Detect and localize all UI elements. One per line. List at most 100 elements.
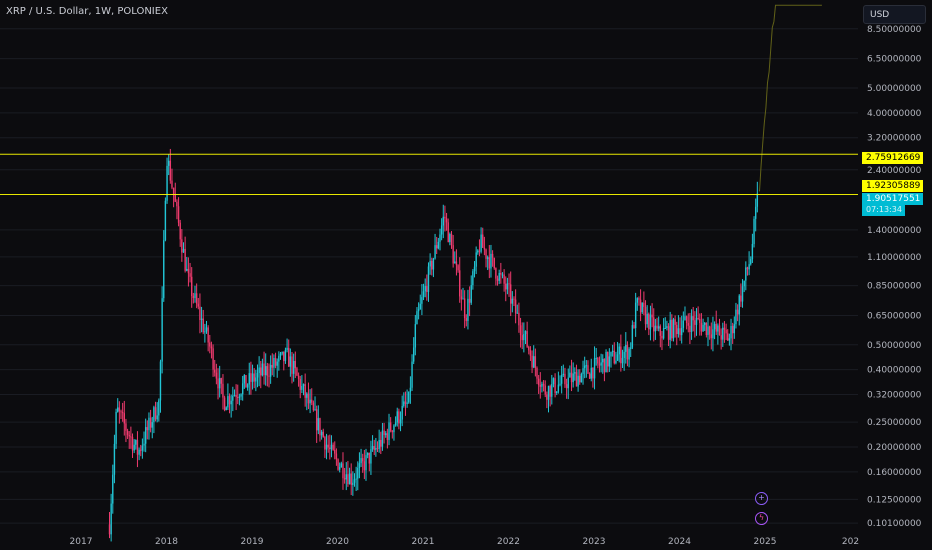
candle-body <box>394 422 397 426</box>
candle-body <box>634 302 637 329</box>
candle-body <box>506 283 509 290</box>
candle-body <box>140 449 142 451</box>
candle-body <box>488 257 491 269</box>
candle-body <box>177 206 180 223</box>
candle-body <box>306 393 308 398</box>
candle-body <box>625 344 627 352</box>
candle-body <box>503 274 505 284</box>
candle-body <box>595 357 597 359</box>
candle-body <box>708 326 711 335</box>
lightning-circle-icon[interactable]: ϟ <box>755 512 768 525</box>
candle-body <box>227 396 229 408</box>
candle-body <box>191 276 193 297</box>
candle-body <box>718 325 721 336</box>
candle-body <box>156 415 158 420</box>
candle-body <box>730 326 732 339</box>
projection-line <box>759 4 822 192</box>
price-label-level-low: 1.92305889 <box>862 180 924 192</box>
candle-body <box>232 395 234 401</box>
candle-body <box>534 356 537 368</box>
candle-body <box>539 385 541 387</box>
candle-body <box>184 248 186 271</box>
candle-body <box>253 373 255 382</box>
y-tick-label: 0.10100000 <box>867 519 922 529</box>
x-axis[interactable]: 2017 2018 2019 2020 2021 2022 2023 2024 2025 202 <box>70 537 860 547</box>
candle-body <box>263 363 265 376</box>
candle-body <box>169 160 172 181</box>
candle-body <box>582 368 584 374</box>
candle-body <box>526 331 528 347</box>
candle-body <box>597 357 599 364</box>
candle-body <box>735 309 737 325</box>
candle-body <box>233 394 236 396</box>
candle-body <box>296 368 298 376</box>
projection-path <box>759 4 822 192</box>
x-tick-label: 2017 <box>70 537 93 547</box>
candle-body <box>631 325 634 348</box>
candle-body <box>385 433 387 435</box>
candle-body <box>626 344 629 360</box>
candle-body <box>412 347 415 362</box>
candle-body <box>562 373 565 375</box>
candle-body <box>720 335 722 340</box>
y-tick-label: 3.20000000 <box>867 134 922 144</box>
candle-body <box>684 316 686 321</box>
candle-body <box>500 272 502 275</box>
candle-body <box>630 347 632 349</box>
candle-body <box>189 273 191 277</box>
candle-body <box>375 448 377 450</box>
candle-body <box>301 385 303 390</box>
candle-body <box>454 261 456 264</box>
candle-body <box>743 280 745 287</box>
candle-body <box>712 329 714 339</box>
candle-body <box>228 396 231 405</box>
candle-body <box>403 401 405 407</box>
candle-body <box>682 320 685 328</box>
candle-body <box>327 444 329 448</box>
candle-body <box>444 216 446 219</box>
symbol-header[interactable]: XRP / U.S. Dollar, 1W, POLONIEX <box>6 6 168 17</box>
candle-body <box>136 440 139 455</box>
candle-body <box>146 427 149 431</box>
candle-body <box>723 327 726 330</box>
candle-body <box>399 419 402 424</box>
candle-body <box>355 478 357 480</box>
currency-selector[interactable]: USD <box>863 5 926 24</box>
candle-body <box>449 233 451 243</box>
candle-body <box>541 383 543 387</box>
candle-body <box>158 400 160 416</box>
candle-body <box>342 463 344 479</box>
candle-body <box>176 201 178 207</box>
candle-body <box>195 293 198 304</box>
candle-body <box>302 384 305 386</box>
candle-body <box>398 411 400 424</box>
candle-body <box>172 187 175 196</box>
candle-body <box>235 394 237 398</box>
candle-body <box>353 479 356 483</box>
candle-body <box>414 324 417 348</box>
y-tick-label: 0.65000000 <box>867 312 922 322</box>
candle-body <box>210 346 213 349</box>
candle-body <box>590 367 592 379</box>
candle-body <box>602 358 604 363</box>
candle-body <box>388 422 390 440</box>
y-tick-label: 0.40000000 <box>867 366 922 376</box>
candle-body <box>225 407 227 411</box>
candle-body <box>292 360 295 374</box>
x-tick-label: 2024 <box>668 537 691 547</box>
candle-body <box>551 384 553 397</box>
candle-body <box>335 453 338 460</box>
candle-body <box>699 318 701 324</box>
horizontal-levels[interactable] <box>0 153 858 196</box>
candle-body <box>505 283 507 290</box>
candle-body <box>644 306 647 325</box>
candle-body <box>574 372 576 374</box>
plus-circle-icon[interactable]: + <box>755 492 768 505</box>
candle-body <box>260 367 262 376</box>
candle-body <box>273 357 275 368</box>
y-axis[interactable]: 8.50000000 6.50000000 5.00000000 4.00000000… <box>867 25 922 529</box>
candle-body <box>207 327 209 343</box>
candle-body <box>153 407 155 423</box>
candle-body <box>442 216 444 226</box>
